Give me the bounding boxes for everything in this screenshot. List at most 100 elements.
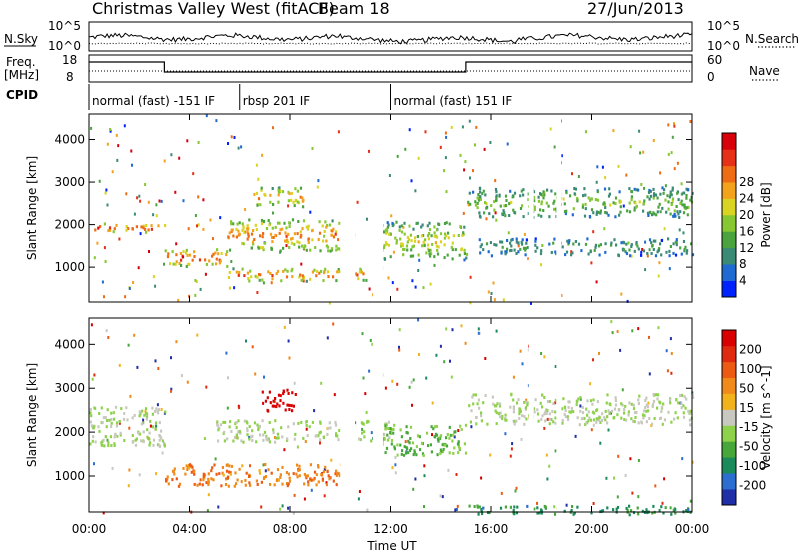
echo-cell xyxy=(409,425,413,429)
echo-cell xyxy=(218,261,221,265)
echo-cell xyxy=(173,472,176,476)
echo-cell xyxy=(292,472,295,476)
echo-speckle xyxy=(489,453,492,457)
echo-cell xyxy=(279,394,282,398)
echo-speckle xyxy=(254,274,257,278)
echo-speckle xyxy=(206,509,209,513)
echo-cell xyxy=(164,410,167,414)
echo-cell xyxy=(494,187,498,191)
echo-cell xyxy=(613,407,617,411)
colorbar-tick-label: 100 xyxy=(739,362,762,376)
echo-cell xyxy=(550,189,553,193)
echo-cell xyxy=(651,213,654,217)
echo-cell xyxy=(504,250,507,254)
echo-speckle xyxy=(610,320,613,324)
echo-cell xyxy=(685,206,688,210)
echo-cell xyxy=(242,226,245,230)
echo-speckle xyxy=(90,323,93,327)
echo-speckle xyxy=(129,394,132,398)
echo-speckle xyxy=(368,369,371,373)
echo-cell xyxy=(597,417,600,421)
echo-speckle xyxy=(579,397,582,401)
echo-cell xyxy=(175,260,178,264)
echo-cell xyxy=(415,222,418,225)
echo-cell xyxy=(691,191,694,195)
echo-cell xyxy=(138,410,141,414)
echo-cell xyxy=(188,253,192,257)
x-tick-label: 04:00 xyxy=(172,522,207,536)
echo-speckle xyxy=(630,254,633,258)
echo-cell xyxy=(415,445,418,449)
echo-cell xyxy=(145,224,148,227)
echo-cell xyxy=(309,463,312,467)
colorbar-segment xyxy=(722,345,736,363)
echo-cell xyxy=(495,411,498,415)
echo-cell xyxy=(540,193,543,196)
echo-cell xyxy=(485,202,488,206)
echo-speckle xyxy=(633,206,636,210)
echo-cell xyxy=(391,221,394,225)
echo-cell xyxy=(633,420,636,424)
echo-cell xyxy=(480,419,483,423)
echo-cell xyxy=(261,278,264,282)
echo-cell xyxy=(229,472,232,476)
echo-cell xyxy=(570,406,573,410)
echo-cell xyxy=(488,212,491,216)
echo-cell xyxy=(279,399,282,403)
echo-cell xyxy=(258,273,261,276)
echo-cell xyxy=(598,244,601,248)
echo-cell xyxy=(662,402,665,406)
echo-cell xyxy=(526,504,529,508)
echo-speckle xyxy=(673,124,676,128)
echo-cell xyxy=(498,404,502,408)
echo-cell xyxy=(630,198,633,202)
echo-cell xyxy=(510,244,513,248)
echo-speckle xyxy=(174,190,177,194)
echo-cell xyxy=(259,273,262,277)
echo-cell xyxy=(238,271,241,274)
echo-cell xyxy=(383,436,386,440)
echo-cell xyxy=(215,262,218,266)
echo-cell xyxy=(294,187,297,191)
echo-cell xyxy=(305,225,308,229)
echo-speckle xyxy=(158,199,161,203)
echo-cell xyxy=(686,188,689,192)
echo-cell xyxy=(120,407,123,411)
echo-speckle xyxy=(521,362,524,366)
echo-cell xyxy=(492,215,495,219)
echo-cell xyxy=(562,397,565,401)
echo-cell xyxy=(527,246,530,249)
echo-cell xyxy=(325,225,328,229)
freq-right-tick-top: 60 xyxy=(707,53,722,67)
echo-cell xyxy=(658,247,661,251)
echo-cell xyxy=(290,269,293,273)
echo-cell xyxy=(443,236,446,240)
colorbar-segment xyxy=(722,330,736,347)
echo-cell xyxy=(262,248,265,252)
echo-cell xyxy=(147,228,150,232)
echo-cell xyxy=(630,402,633,406)
echo-cell xyxy=(188,466,191,470)
echo-cell xyxy=(329,249,332,253)
echo-speckle xyxy=(160,408,163,411)
echo-cell xyxy=(259,203,262,207)
echo-cell xyxy=(355,272,358,276)
echo-speckle xyxy=(494,179,497,183)
y-axis-label: Slant Range [km] xyxy=(25,363,39,467)
echo-cell xyxy=(232,267,235,271)
echo-cell xyxy=(286,388,289,392)
echo-cell xyxy=(433,255,436,259)
echo-cell xyxy=(539,401,542,405)
colorbar-segment xyxy=(722,473,736,490)
echo-cell xyxy=(429,254,432,258)
echo-speckle xyxy=(689,499,692,503)
echo-cell xyxy=(399,428,402,432)
echo-speckle xyxy=(657,274,660,278)
echo-cell xyxy=(673,212,676,216)
echo-cell xyxy=(508,214,511,217)
echo-cell xyxy=(433,425,436,429)
echo-cell xyxy=(525,241,528,245)
echo-speckle xyxy=(227,376,229,380)
echo-speckle xyxy=(585,130,587,134)
echo-speckle xyxy=(424,130,427,134)
